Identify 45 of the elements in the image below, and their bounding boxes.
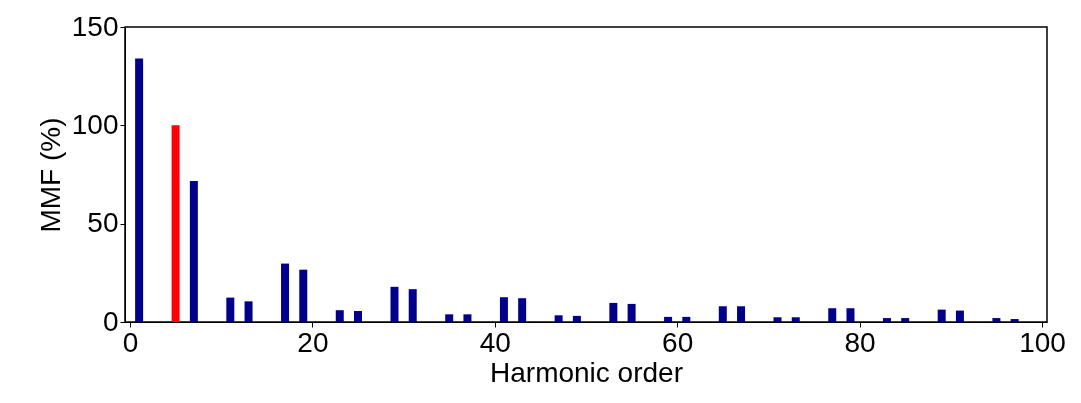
bar	[737, 306, 746, 322]
bar	[408, 289, 417, 322]
x-tick-label: 60	[662, 326, 694, 358]
x-tick-label: 100	[1019, 326, 1066, 358]
bar	[518, 298, 527, 322]
bar	[244, 301, 253, 322]
bar	[846, 308, 855, 322]
bar	[445, 314, 454, 322]
bar	[664, 316, 673, 322]
bar	[335, 310, 344, 322]
y-tick-label: 50	[87, 207, 119, 239]
bar	[901, 318, 910, 322]
bar	[135, 58, 144, 322]
bar	[937, 309, 946, 322]
bar	[609, 302, 618, 322]
y-tick-label: 150	[71, 10, 119, 42]
bar	[955, 310, 964, 322]
bar	[171, 125, 180, 322]
bar	[882, 318, 891, 322]
y-tick-label: 100	[71, 108, 119, 140]
bar	[682, 316, 691, 322]
x-axis-title: Harmonic order	[490, 356, 683, 388]
bar	[281, 263, 290, 322]
bar	[189, 180, 198, 322]
bar	[299, 269, 308, 322]
bar	[828, 308, 837, 322]
bar	[499, 297, 508, 322]
y-tick-label: 0	[102, 305, 119, 337]
bar	[354, 310, 362, 322]
bar	[791, 317, 800, 322]
bar	[390, 286, 399, 322]
bar	[718, 306, 727, 322]
bar	[572, 315, 581, 322]
bar	[1010, 319, 1019, 322]
bar	[992, 318, 1001, 322]
bar	[627, 303, 636, 322]
bar	[463, 314, 472, 322]
y-axis-title: MMF (%)	[34, 117, 66, 233]
bar	[554, 315, 563, 322]
x-tick-label: 40	[479, 326, 511, 358]
bar	[226, 297, 235, 322]
x-tick-label: 0	[122, 326, 139, 358]
bar	[773, 317, 782, 322]
x-tick-label: 20	[297, 326, 329, 358]
x-tick-label: 80	[844, 326, 876, 358]
